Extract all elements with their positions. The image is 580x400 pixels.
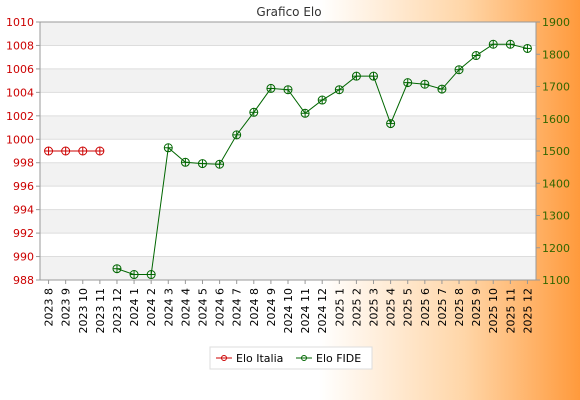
x-tick-label: 2024 10 [282, 288, 295, 334]
plot-band [40, 22, 536, 46]
x-tick-label: 2025 5 [402, 288, 415, 327]
plot-band [40, 209, 536, 234]
legend-swatch-marker [301, 355, 307, 361]
legend-entry-label: Elo FIDE [316, 352, 361, 365]
legend-entry-label: Elo Italia [236, 352, 283, 365]
x-tick-label: 2023 12 [111, 288, 124, 334]
plot-band [40, 162, 536, 187]
y-left-tick-label: 1010 [6, 16, 34, 29]
y-left-tick-label: 1000 [6, 133, 34, 146]
x-tick-label: 2025 1 [333, 288, 346, 327]
x-tick-label: 2023 8 [43, 288, 56, 327]
x-tick-label: 2025 7 [436, 288, 449, 327]
y-right-tick-label: 1400 [542, 177, 570, 190]
x-tick-label: 2024 11 [299, 288, 312, 334]
x-tick-label: 2024 1 [128, 288, 141, 327]
x-tick-label: 2024 12 [316, 288, 329, 334]
x-tick-label: 2023 10 [77, 288, 90, 334]
x-tick-label: 2025 12 [521, 288, 534, 334]
x-tick-label: 2025 4 [385, 288, 398, 327]
plot-area [40, 22, 536, 280]
plot-band [40, 256, 536, 280]
x-tick-label: 2025 2 [350, 288, 363, 327]
x-tick-label: 2023 9 [60, 288, 73, 327]
y-right-tick-label: 1600 [542, 113, 570, 126]
x-tick-label: 2025 11 [504, 288, 517, 334]
y-right-tick-label: 1100 [542, 274, 570, 287]
legend-box [209, 346, 373, 370]
y-left-tick-label: 988 [13, 274, 34, 287]
x-tick-label: 2024 4 [179, 288, 192, 327]
x-tick-label: 2024 3 [162, 288, 175, 327]
y-left-tick-label: 996 [13, 180, 34, 193]
plot-band [40, 115, 536, 140]
plot-band [40, 68, 536, 93]
x-tick-label: 2025 10 [487, 288, 500, 334]
y-left-tick-label: 1002 [6, 110, 34, 123]
x-tick-label: 2024 6 [214, 288, 227, 327]
x-tick-label: 2025 9 [470, 288, 483, 327]
legend-swatch-marker [221, 355, 227, 361]
x-tick-label: 2024 8 [248, 288, 261, 327]
x-tick-label: 2024 9 [265, 288, 278, 327]
x-tick-label: 2025 6 [419, 288, 432, 327]
y-left-tick-label: 1004 [6, 86, 34, 99]
x-tick-label: 2024 2 [145, 288, 158, 327]
x-tick-label: 2023 11 [94, 288, 107, 334]
y-left-tick-label: 990 [13, 251, 34, 264]
x-tick-label: 2025 8 [453, 288, 466, 327]
y-right-tick-label: 1200 [542, 242, 570, 255]
y-left-tick-label: 998 [13, 157, 34, 170]
x-tick-label: 2024 5 [196, 288, 209, 327]
y-right-tick-label: 1700 [542, 81, 570, 94]
x-tick-label: 2025 3 [368, 288, 381, 327]
y-right-tick-label: 1900 [542, 16, 570, 29]
y-right-tick-label: 1300 [542, 210, 570, 223]
y-right-tick-label: 1500 [542, 145, 570, 158]
x-tick-label: 2024 7 [231, 288, 244, 327]
y-right-tick-label: 1800 [542, 48, 570, 61]
y-left-tick-label: 994 [13, 204, 34, 217]
chart-title: Grafico Elo [256, 5, 321, 19]
y-left-tick-label: 1008 [6, 39, 34, 52]
legend: Elo Italia Elo FIDE [209, 346, 373, 370]
y-left-tick-label: 1006 [6, 63, 34, 76]
y-left-tick-label: 992 [13, 227, 34, 240]
